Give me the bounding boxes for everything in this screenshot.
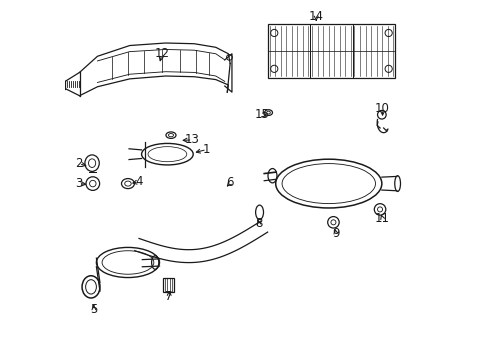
Text: 12: 12 — [154, 47, 169, 60]
Text: 11: 11 — [374, 212, 389, 225]
Text: 4: 4 — [135, 175, 142, 188]
Text: 7: 7 — [165, 290, 173, 303]
Text: 14: 14 — [308, 10, 323, 23]
Bar — [163, 278, 174, 292]
Text: 15: 15 — [254, 108, 268, 121]
Text: 2: 2 — [75, 157, 82, 170]
Text: 6: 6 — [226, 176, 233, 189]
Bar — [267, 24, 394, 78]
Text: 10: 10 — [374, 103, 389, 116]
Text: 5: 5 — [90, 303, 98, 316]
Text: 13: 13 — [184, 133, 200, 146]
Text: 8: 8 — [255, 217, 262, 230]
Text: 9: 9 — [331, 227, 339, 240]
Text: 3: 3 — [75, 177, 82, 190]
Text: 1: 1 — [203, 143, 210, 156]
